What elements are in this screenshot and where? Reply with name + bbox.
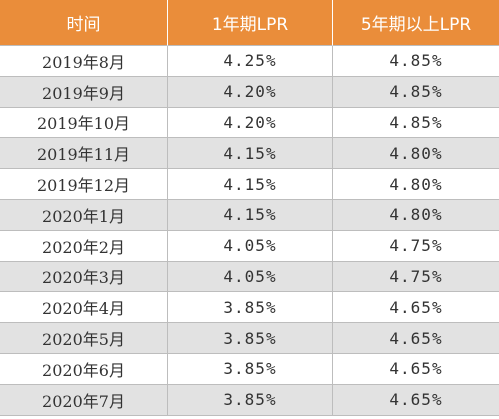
row-5y-rate: 4.80% [333, 199, 499, 231]
row-1y-rate: 4.15% [168, 169, 333, 200]
header-time: 时间 [0, 0, 168, 46]
row-5y-rate: 4.75% [333, 261, 499, 293]
row-1y-rate: 3.85% [168, 384, 333, 416]
table-row: 2019年9月 4.20% 4.85% [0, 76, 499, 108]
row-date: 2020年2月 [0, 230, 168, 262]
row-1y-rate: 4.15% [168, 138, 333, 170]
table-row: 2020年3月 4.05% 4.75% [0, 261, 499, 293]
row-date: 2019年8月 [0, 46, 168, 77]
row-1y-rate: 4.05% [168, 230, 333, 262]
row-5y-rate: 4.80% [333, 169, 499, 200]
table-row: 2019年10月 4.20% 4.85% [0, 107, 499, 139]
row-date: 2020年5月 [0, 323, 168, 354]
row-5y-rate: 4.65% [333, 353, 499, 385]
row-1y-rate: 4.25% [168, 46, 333, 77]
row-date: 2020年4月 [0, 292, 168, 324]
header-1y-lpr: 1年期LPR [168, 0, 333, 46]
table-row: 2020年6月 3.85% 4.65% [0, 353, 499, 385]
row-5y-rate: 4.80% [333, 138, 499, 170]
table-row: 2020年1月 4.15% 4.80% [0, 199, 499, 231]
row-1y-rate: 3.85% [168, 323, 333, 354]
row-date: 2020年1月 [0, 199, 168, 231]
row-1y-rate: 3.85% [168, 292, 333, 324]
row-1y-rate: 4.20% [168, 107, 333, 139]
row-date: 2019年10月 [0, 107, 168, 139]
row-5y-rate: 4.65% [333, 384, 499, 416]
row-date: 2020年7月 [0, 384, 168, 416]
table-row: 2020年4月 3.85% 4.65% [0, 292, 499, 324]
row-1y-rate: 4.15% [168, 199, 333, 231]
row-5y-rate: 4.75% [333, 230, 499, 262]
row-date: 2019年11月 [0, 138, 168, 170]
row-1y-rate: 3.85% [168, 353, 333, 385]
row-date: 2020年6月 [0, 353, 168, 385]
table-header-row: 时间 1年期LPR 5年期以上LPR [0, 0, 499, 46]
row-date: 2020年3月 [0, 261, 168, 293]
row-5y-rate: 4.85% [333, 107, 499, 139]
row-5y-rate: 4.65% [333, 292, 499, 324]
row-date: 2019年9月 [0, 76, 168, 108]
table-row: 2020年2月 4.05% 4.75% [0, 230, 499, 262]
table-row: 2019年8月 4.25% 4.85% [0, 46, 499, 77]
row-5y-rate: 4.85% [333, 46, 499, 77]
row-5y-rate: 4.65% [333, 323, 499, 354]
table-row: 2019年11月 4.15% 4.80% [0, 138, 499, 170]
row-date: 2019年12月 [0, 169, 168, 200]
table-row: 2020年7月 3.85% 4.65% [0, 384, 499, 416]
row-5y-rate: 4.85% [333, 76, 499, 108]
row-1y-rate: 4.20% [168, 76, 333, 108]
row-1y-rate: 4.05% [168, 261, 333, 293]
header-5y-lpr: 5年期以上LPR [333, 0, 499, 46]
table-row: 2020年5月 3.85% 4.65% [0, 323, 499, 354]
table-row: 2019年12月 4.15% 4.80% [0, 169, 499, 200]
